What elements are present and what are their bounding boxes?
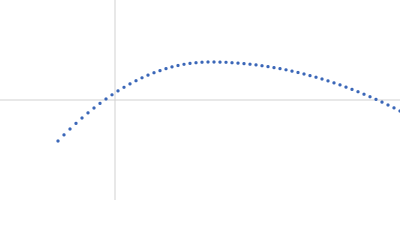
- data-point: [332, 81, 336, 85]
- data-point: [248, 62, 252, 66]
- data-point: [98, 101, 102, 105]
- data-point: [158, 69, 162, 73]
- data-point: [176, 63, 180, 68]
- data-point: [152, 71, 156, 75]
- data-point: [380, 100, 384, 104]
- data-point: [104, 97, 108, 101]
- data-point: [278, 67, 282, 71]
- data-point: [116, 89, 120, 93]
- data-point: [212, 60, 216, 64]
- data-point: [290, 69, 294, 73]
- data-point: [188, 61, 192, 65]
- data-point: [356, 90, 360, 94]
- data-point: [182, 62, 186, 66]
- data-point: [218, 60, 222, 64]
- data-point: [68, 127, 72, 131]
- data-point: [62, 133, 66, 137]
- data-point: [74, 121, 78, 125]
- data-point: [110, 93, 114, 97]
- data-point: [338, 83, 342, 87]
- data-point: [140, 76, 144, 80]
- data-point: [266, 65, 270, 69]
- data-point: [296, 70, 300, 75]
- data-point: [134, 79, 138, 83]
- data-point: [200, 60, 204, 64]
- data-point: [128, 82, 132, 86]
- data-point: [170, 65, 174, 69]
- data-point: [230, 61, 234, 65]
- chart: [0, 0, 400, 200]
- data-point: [314, 75, 318, 79]
- data-point: [146, 73, 150, 77]
- data-point: [260, 64, 264, 68]
- data-point: [326, 79, 330, 83]
- data-point: [194, 61, 198, 65]
- data-point: [392, 106, 396, 110]
- data-point: [164, 67, 168, 71]
- data-point: [224, 60, 228, 64]
- data-point: [344, 85, 348, 89]
- data-point: [254, 63, 258, 67]
- data-point: [242, 62, 246, 66]
- data-point: [374, 97, 378, 101]
- data-point: [362, 92, 366, 96]
- data-point: [236, 61, 240, 65]
- data-point: [308, 74, 312, 78]
- data-point: [86, 111, 90, 115]
- data-point: [122, 85, 126, 89]
- data-point: [56, 139, 60, 143]
- data-point: [272, 66, 276, 70]
- data-point: [284, 68, 288, 72]
- data-point: [386, 103, 390, 107]
- data-point: [350, 87, 354, 91]
- data-point: [92, 106, 96, 110]
- data-point: [206, 60, 210, 64]
- data-point: [302, 72, 306, 76]
- data-point: [80, 116, 84, 120]
- data-point: [320, 77, 324, 81]
- data-point: [368, 95, 372, 99]
